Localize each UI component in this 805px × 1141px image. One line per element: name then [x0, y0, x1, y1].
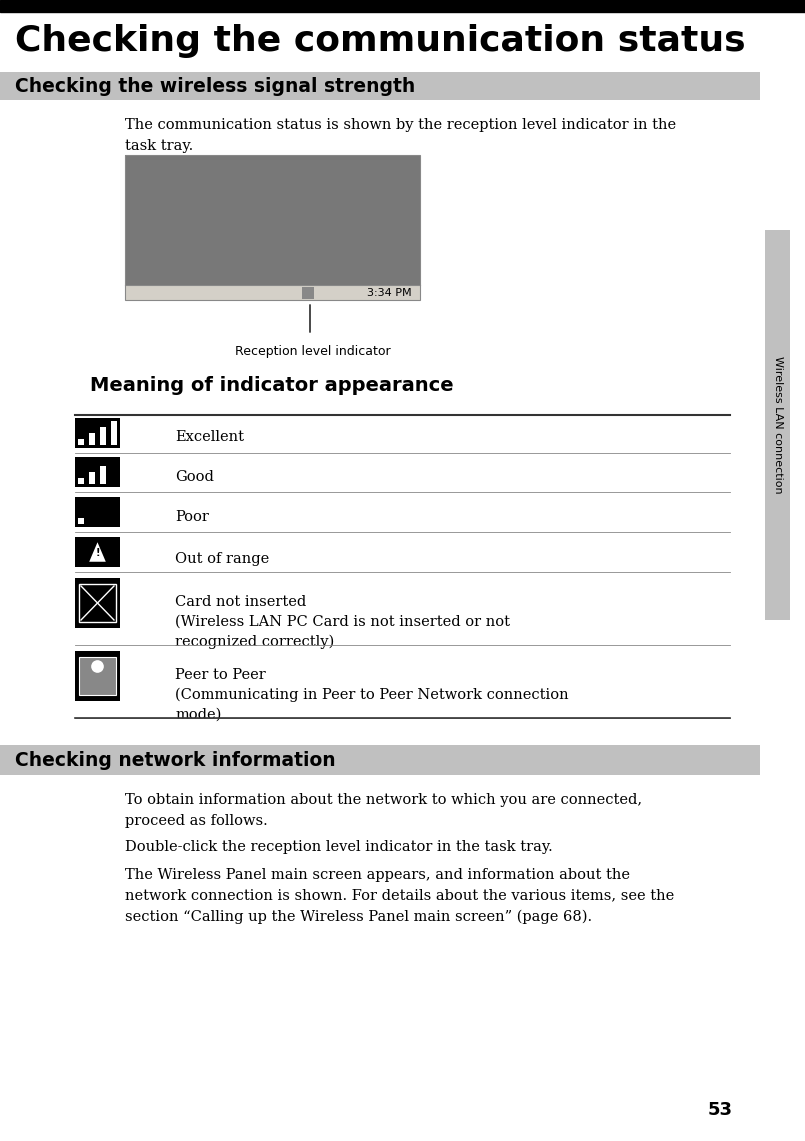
Bar	[78, 518, 84, 524]
Bar	[75, 497, 120, 527]
Text: Wireless LAN connection: Wireless LAN connection	[773, 356, 782, 494]
Bar	[765, 230, 790, 620]
Text: Checking network information: Checking network information	[15, 751, 336, 769]
Bar	[89, 432, 95, 445]
Text: Checking the wireless signal strength: Checking the wireless signal strength	[15, 76, 415, 96]
Bar	[101, 427, 105, 445]
Bar	[125, 285, 420, 300]
Text: Excellent: Excellent	[175, 430, 244, 444]
Circle shape	[91, 661, 104, 673]
Bar	[78, 478, 84, 484]
Bar	[125, 155, 420, 300]
Bar	[78, 439, 84, 445]
Text: To obtain information about the network to which you are connected,
proceed as f: To obtain information about the network …	[125, 793, 642, 827]
Bar	[79, 657, 116, 695]
Text: Double-click the reception level indicator in the task tray.: Double-click the reception level indicat…	[125, 840, 553, 853]
Text: !: !	[95, 548, 100, 558]
Text: Reception level indicator: Reception level indicator	[235, 345, 390, 358]
Polygon shape	[89, 542, 105, 561]
Text: Card not inserted
(Wireless LAN PC Card is not inserted or not
recognized correc: Card not inserted (Wireless LAN PC Card …	[175, 594, 510, 648]
Text: Poor: Poor	[175, 510, 208, 524]
Text: The communication status is shown by the reception level indicator in the
task t: The communication status is shown by the…	[125, 118, 676, 153]
Bar	[0, 0, 805, 13]
Text: The Wireless Panel main screen appears, and information about the
network connec: The Wireless Panel main screen appears, …	[125, 868, 675, 924]
Bar	[75, 652, 120, 701]
Text: 53: 53	[708, 1101, 733, 1119]
Bar	[302, 286, 314, 299]
Bar	[0, 745, 760, 775]
Bar	[75, 537, 120, 567]
Text: 3:34 PM: 3:34 PM	[367, 288, 412, 298]
Bar	[75, 578, 120, 628]
Bar	[89, 472, 95, 484]
Bar	[0, 72, 760, 100]
Text: Out of range: Out of range	[175, 552, 269, 566]
Bar	[125, 155, 420, 285]
Text: Meaning of indicator appearance: Meaning of indicator appearance	[90, 377, 454, 395]
Bar	[75, 418, 120, 448]
Text: Checking the communication status: Checking the communication status	[15, 24, 745, 58]
Bar	[75, 458, 120, 487]
Text: Good: Good	[175, 470, 214, 484]
Bar	[101, 466, 105, 484]
Bar	[111, 421, 117, 445]
Text: Peer to Peer
(Communicating in Peer to Peer Network connection
mode): Peer to Peer (Communicating in Peer to P…	[175, 667, 568, 721]
Bar	[79, 584, 116, 622]
